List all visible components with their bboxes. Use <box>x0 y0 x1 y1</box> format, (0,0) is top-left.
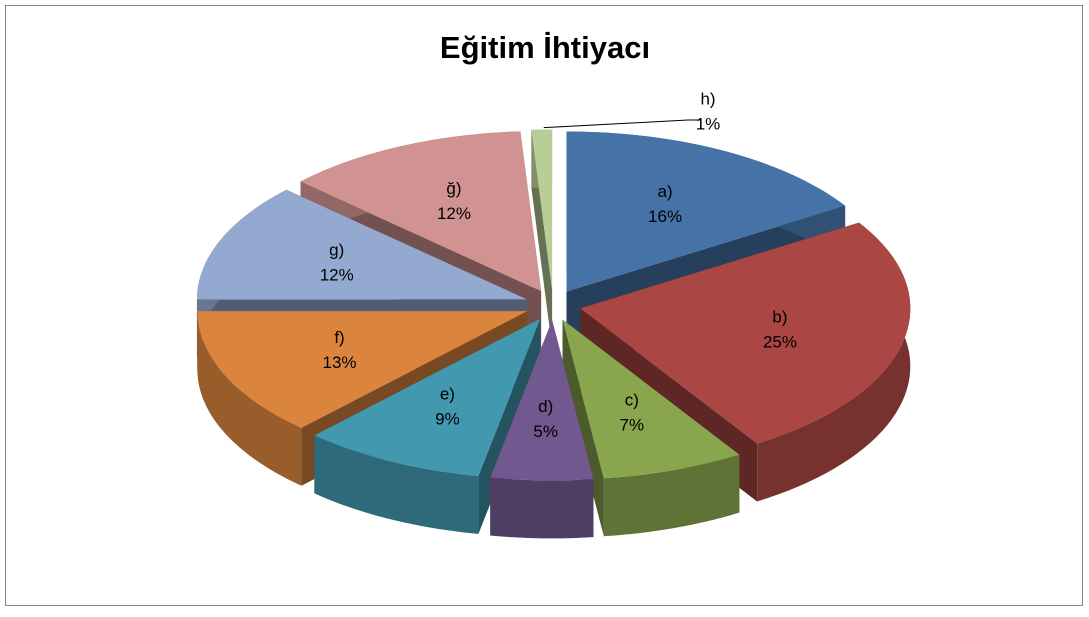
slice <box>314 318 541 476</box>
slice <box>562 319 740 479</box>
value-label: 16% <box>648 207 682 226</box>
value-label: 12% <box>320 265 354 284</box>
value-label: 5% <box>533 422 558 441</box>
category-label: a) <box>657 182 672 201</box>
category-label: c) <box>625 390 639 409</box>
category-label: d) <box>538 397 553 416</box>
slice <box>531 129 553 290</box>
slice-side <box>603 454 740 537</box>
category-label: g) <box>329 240 344 259</box>
slice-side <box>197 311 302 486</box>
value-label: 12% <box>437 204 471 223</box>
slice-side <box>562 319 604 537</box>
slice-side <box>490 477 594 539</box>
value-label: 7% <box>620 415 645 434</box>
category-label: f) <box>334 328 344 347</box>
slice <box>300 131 542 292</box>
leader-line <box>543 119 700 129</box>
category-label: b) <box>772 307 787 326</box>
value-label: 1% <box>696 114 721 133</box>
slice <box>580 222 911 444</box>
value-label: 13% <box>323 353 357 372</box>
value-label: 9% <box>435 410 460 429</box>
chart-title: Eğitim İhtiyacı <box>440 30 650 65</box>
slice <box>490 320 594 481</box>
slice <box>197 311 528 428</box>
slice <box>196 189 527 300</box>
category-label: e) <box>440 385 455 404</box>
slice-side <box>314 435 479 534</box>
value-label: 25% <box>763 332 797 351</box>
slice-side <box>757 222 911 502</box>
category-label: ğ) <box>446 179 461 198</box>
slice <box>566 131 846 292</box>
category-label: h) <box>700 89 715 108</box>
